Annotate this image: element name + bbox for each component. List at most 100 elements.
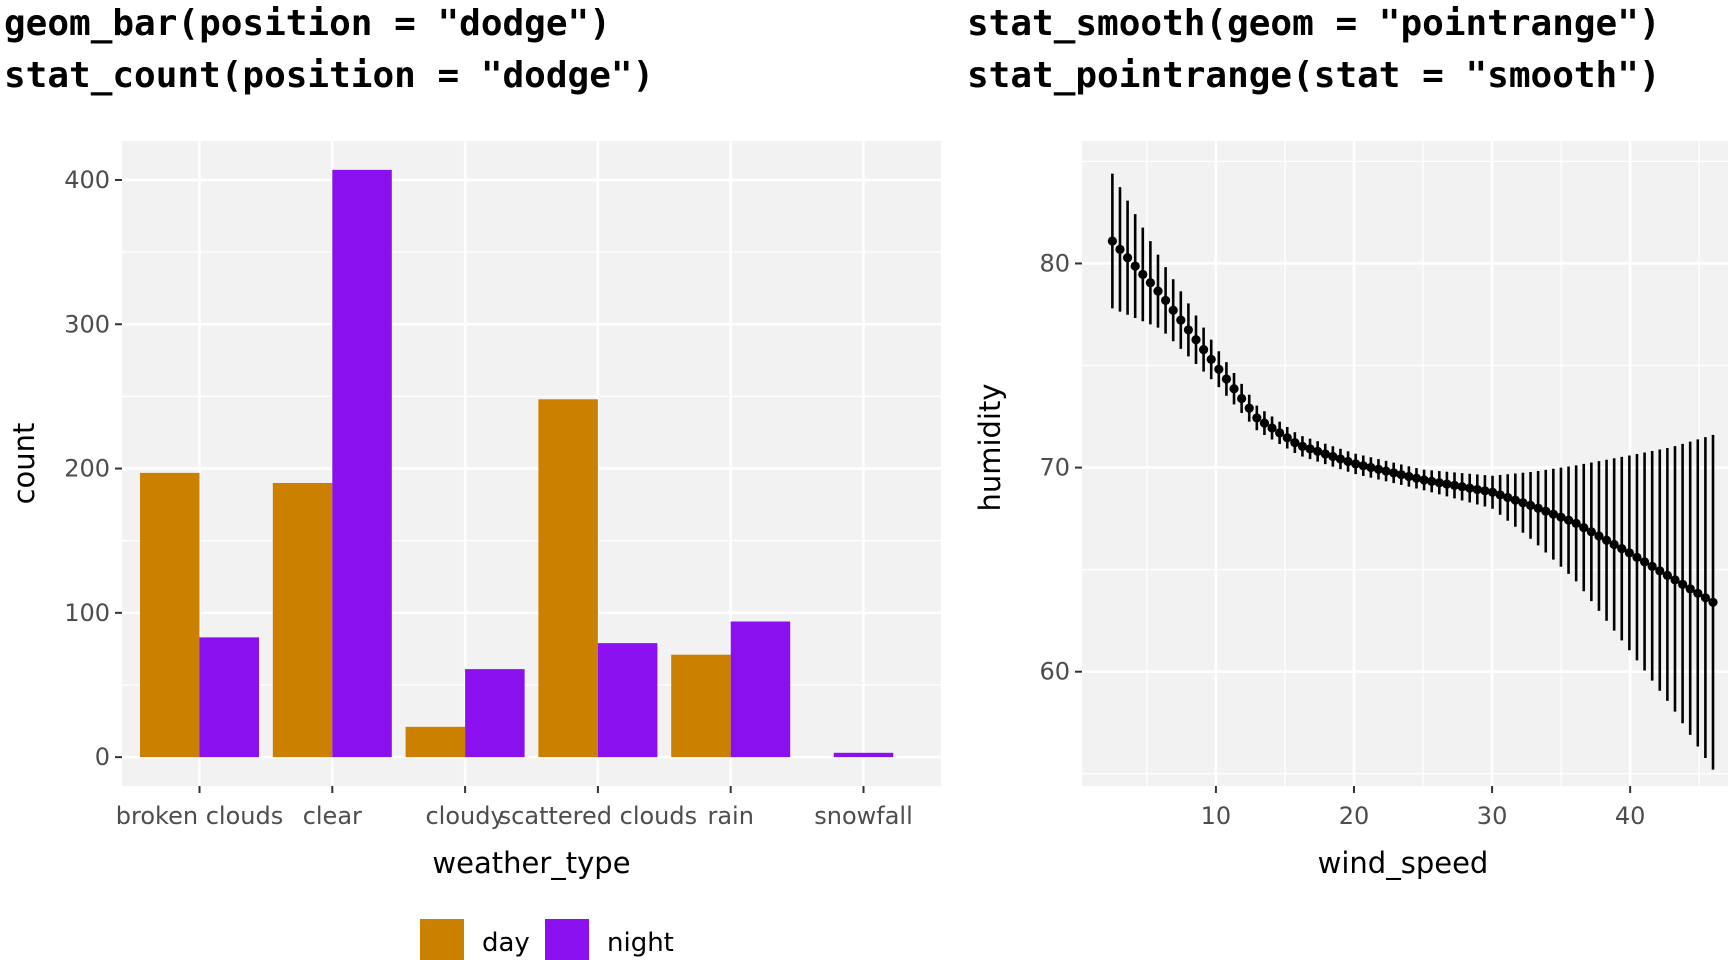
pointrange-point	[1153, 286, 1163, 296]
bar-chart-bars	[140, 169, 894, 758]
smooth-x-tick-label: 40	[1615, 802, 1646, 830]
pointrange-point	[1229, 384, 1239, 394]
smooth-y-tick-label: 80	[1039, 249, 1070, 277]
bar-y-tick-label: 400	[64, 166, 110, 194]
left-title-line-2: stat_count(position = "dodge")	[4, 55, 655, 96]
pointrange-point	[1518, 498, 1528, 508]
legend-key-night	[545, 919, 589, 960]
right-panel-title: stat_smooth(geom = "pointrange") stat_po…	[967, 0, 1661, 102]
bar-x-tick-label: clear	[303, 802, 362, 830]
pointrange-point	[1548, 509, 1558, 519]
pointrange-point	[1419, 475, 1429, 485]
pointrange-point	[1313, 446, 1323, 457]
pointrange-point	[1366, 462, 1376, 473]
pointrange-point	[1191, 335, 1201, 345]
legend-label-night: night	[607, 928, 674, 958]
bar-night	[465, 669, 525, 758]
pointrange-point	[1571, 518, 1581, 528]
pointrange-point	[1434, 478, 1444, 488]
pointrange-point	[1609, 539, 1619, 550]
pointrange-point	[1130, 261, 1140, 271]
bar-night	[332, 169, 392, 758]
pointrange-point	[1677, 579, 1688, 589]
pointrange-point	[1411, 473, 1422, 483]
legend-label-day: day	[482, 928, 530, 958]
bar-y-tick-label: 0	[95, 743, 110, 771]
smooth-x-axis-title: wind_speed	[1318, 846, 1489, 880]
pointrange-point	[1199, 344, 1209, 355]
pointrange-point	[1480, 486, 1490, 496]
bar-night	[597, 643, 658, 758]
pointrange-point	[1290, 438, 1300, 448]
bar-day	[272, 482, 333, 758]
bar-day	[671, 654, 731, 758]
pointrange-point	[1244, 403, 1254, 413]
pointrange-point	[1358, 461, 1368, 471]
pointrange-point	[1594, 531, 1604, 541]
pointrange-point	[1556, 512, 1566, 522]
pointrange-point	[1297, 441, 1308, 451]
pointrange-point	[1563, 515, 1574, 525]
bar-y-tick-label: 100	[64, 599, 110, 627]
bar-y-axis-title: count	[7, 423, 41, 505]
bar-chart-legend: day night	[420, 919, 674, 960]
pointrange-point	[1168, 305, 1178, 315]
pointrange-point	[1252, 413, 1262, 423]
pointrange-point	[1662, 570, 1672, 580]
bar-x-tick-label: snowfall	[814, 802, 913, 830]
bar-x-tick-label: cloudy	[425, 802, 504, 830]
pointrange-point	[1267, 423, 1277, 433]
pointrange-point	[1601, 535, 1612, 545]
pointrange-point	[1647, 561, 1657, 571]
pointrange-point	[1632, 552, 1642, 562]
smooth-x-tick-label: 20	[1339, 802, 1370, 830]
bar-chart: 0 100 200 300 400 broken clouds clear cloudysca…	[7, 141, 941, 960]
pointrange-point	[1427, 476, 1437, 486]
pointrange-point	[1275, 428, 1285, 438]
bar-day	[140, 472, 200, 758]
pointrange-point	[1579, 522, 1589, 533]
smooth-chart: 60 70 80 10 20 30 40 wind_speed humidity	[973, 141, 1728, 880]
pointrange-point	[1404, 471, 1414, 482]
smooth-chart-grid	[1082, 141, 1728, 786]
pointrange-point	[1351, 459, 1361, 469]
pointrange-point	[1685, 584, 1695, 594]
bar-x-tick-label: rain	[707, 802, 753, 830]
bar-day	[405, 726, 466, 758]
pointrange-point	[1487, 487, 1498, 497]
pointrange-point	[1639, 557, 1650, 567]
pointrange-point	[1700, 593, 1711, 603]
pointrange-point	[1160, 295, 1171, 306]
pointrange-point	[1472, 484, 1482, 495]
pointrange-point	[1541, 506, 1551, 516]
pointrange-point	[1237, 393, 1247, 404]
pointrange-point	[1320, 449, 1330, 459]
pointrange-point	[1122, 253, 1133, 263]
pointrange-point	[1442, 479, 1452, 489]
pointrange-point	[1670, 575, 1680, 585]
bar-night	[833, 752, 894, 758]
bar-y-tick-label: 200	[64, 455, 110, 483]
pointrange-point	[1525, 500, 1536, 510]
pointrange-point	[1457, 482, 1467, 492]
smooth-y-tick-label: 60	[1039, 658, 1070, 686]
pointrange-point	[1145, 278, 1155, 288]
pointrange-point	[1305, 444, 1315, 454]
smooth-x-tick-label: 10	[1201, 802, 1232, 830]
left-panel-title: geom_bar(position = "dodge") stat_count(…	[4, 0, 654, 102]
pointrange-point	[1115, 244, 1125, 254]
pointrange-point	[1343, 456, 1353, 467]
bar-x-tick-label: scattered clouds	[499, 802, 697, 830]
pointrange-point	[1533, 503, 1543, 513]
pointrange-point	[1176, 315, 1186, 325]
pointrange-point	[1617, 544, 1627, 554]
pointrange-point	[1381, 466, 1391, 476]
bar-x-axis-title: weather_type	[432, 846, 630, 880]
pointrange-point	[1214, 364, 1224, 374]
pointrange-point	[1510, 495, 1520, 505]
pointrange-point	[1495, 490, 1505, 500]
pointrange-point	[1183, 325, 1194, 335]
pointrange-point	[1586, 527, 1596, 537]
bar-y-tick-label: 300	[64, 310, 110, 338]
legend-key-day	[420, 919, 464, 960]
